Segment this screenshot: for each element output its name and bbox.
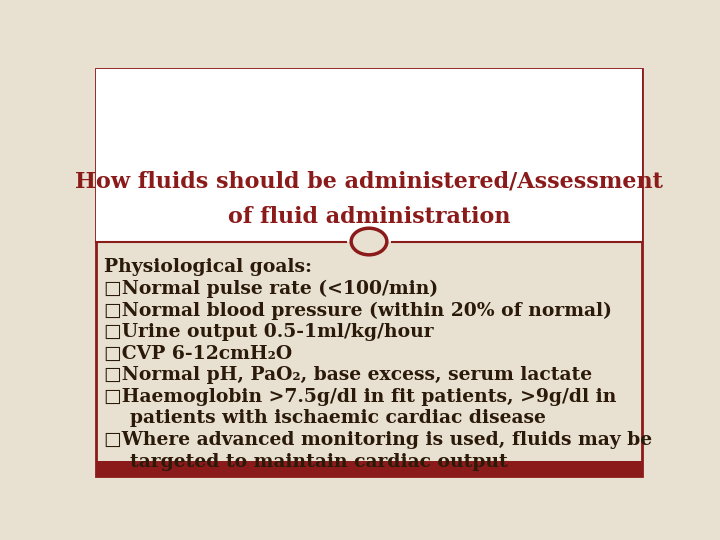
Text: patients with ischaemic cardiac disease: patients with ischaemic cardiac disease	[104, 409, 546, 428]
Text: □Normal blood pressure (within 20% of normal): □Normal blood pressure (within 20% of no…	[104, 301, 612, 320]
Text: □Normal pulse rate (<100/min): □Normal pulse rate (<100/min)	[104, 280, 438, 298]
Text: How fluids should be administered/Assessment: How fluids should be administered/Assess…	[75, 170, 663, 192]
Text: Physiological goals:: Physiological goals:	[104, 258, 312, 276]
Text: of fluid administration: of fluid administration	[228, 206, 510, 227]
Circle shape	[351, 228, 387, 255]
Text: □Where advanced monitoring is used, fluids may be: □Where advanced monitoring is used, flui…	[104, 431, 652, 449]
FancyBboxPatch shape	[96, 461, 642, 476]
Text: □Urine output 0.5-1ml/kg/hour: □Urine output 0.5-1ml/kg/hour	[104, 323, 433, 341]
Text: □CVP 6-12cmH₂O: □CVP 6-12cmH₂O	[104, 345, 292, 363]
Text: □Normal pH, PaO₂, base excess, serum lactate: □Normal pH, PaO₂, base excess, serum lac…	[104, 366, 592, 384]
Text: targeted to maintain cardiac output: targeted to maintain cardiac output	[104, 453, 508, 471]
FancyBboxPatch shape	[96, 69, 642, 476]
FancyBboxPatch shape	[96, 69, 642, 241]
Text: □Haemoglobin >7.5g/dl in fit patients, >9g/dl in: □Haemoglobin >7.5g/dl in fit patients, >…	[104, 388, 616, 406]
